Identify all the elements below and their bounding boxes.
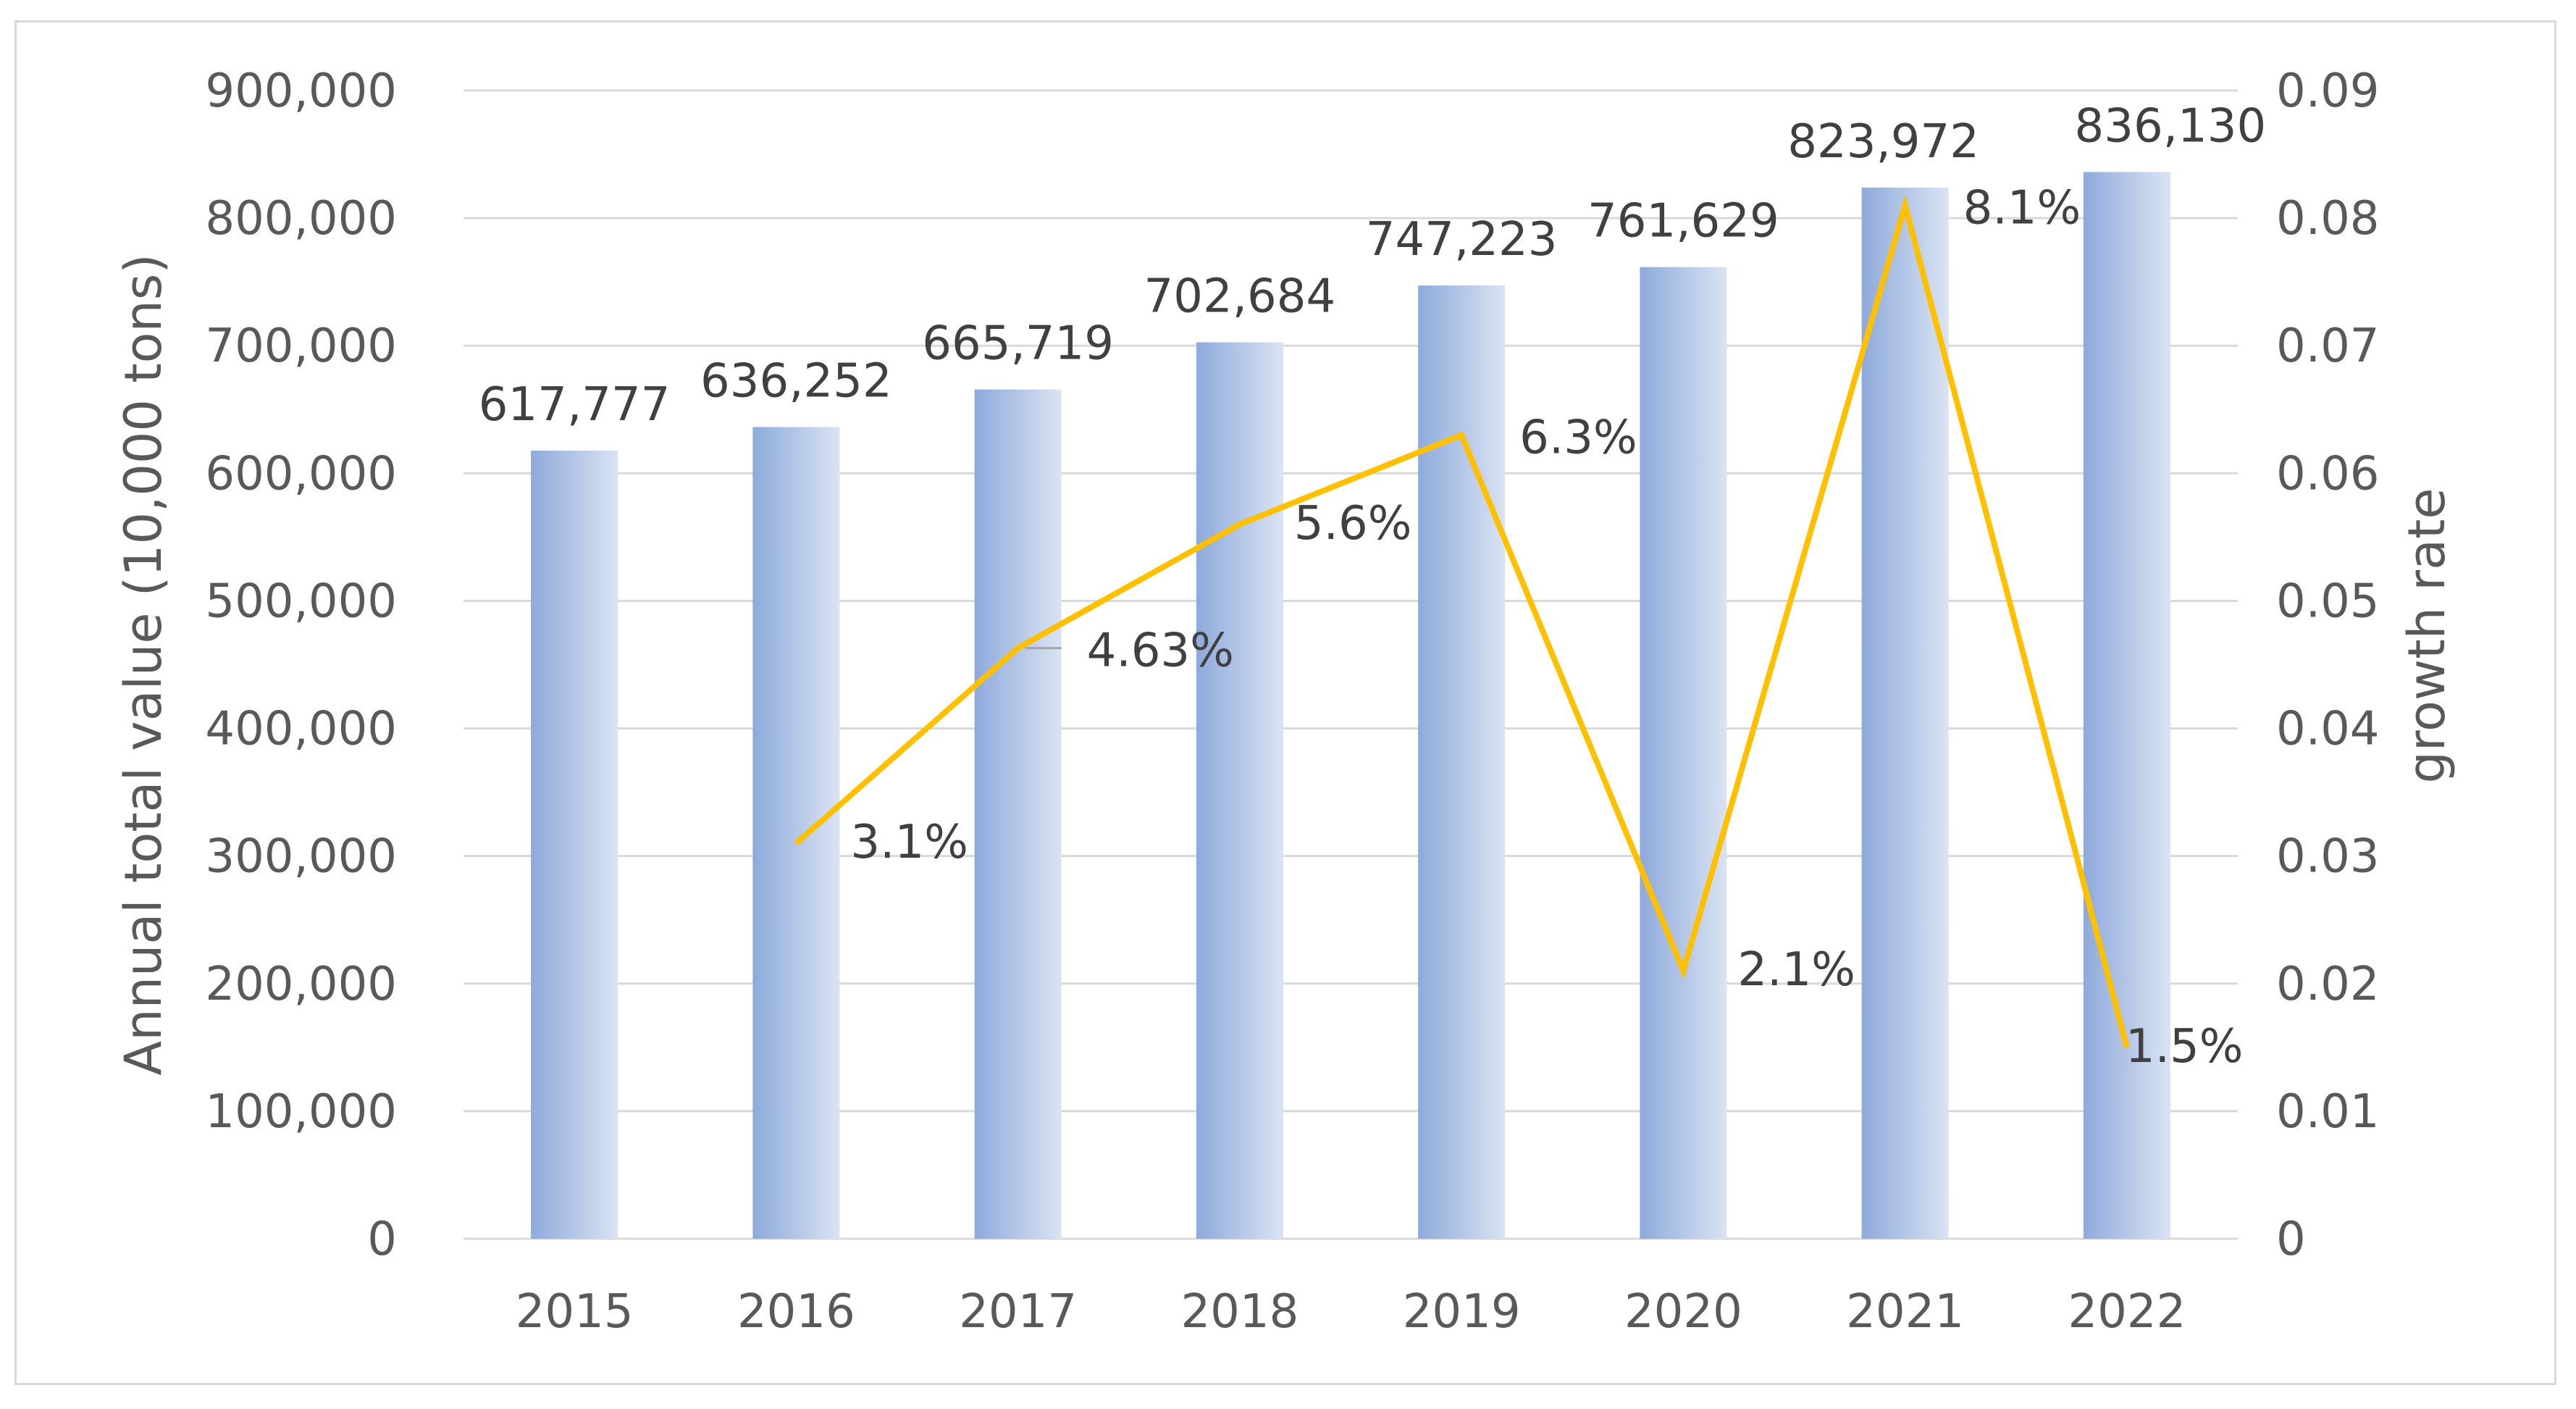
y-tick-label: 0: [367, 1213, 397, 1266]
bar-2016: [752, 427, 840, 1239]
x-tick-label: 2020: [1624, 1285, 1742, 1339]
y2-tick-label: 0.03: [2276, 830, 2380, 884]
bar-2019: [1418, 285, 1506, 1239]
bar-2021: [1861, 187, 1949, 1239]
growth-point-2020: [1682, 970, 1685, 972]
growth-point-2021: [1904, 204, 1906, 206]
growth-point-2022: [2126, 1046, 2128, 1048]
y-tick-label: 700,000: [205, 319, 397, 373]
y2-tick-label: 0.05: [2276, 574, 2380, 628]
bar-value-label: 761,629: [1587, 195, 1779, 248]
data-labels: 617,777 636,252 665,719 702,684 747,223 761,6…: [479, 99, 2266, 1073]
line-series: [794, 194, 2130, 1048]
x-tick-label: 2016: [737, 1285, 855, 1339]
y2-axis-title: growth rate: [2397, 488, 2457, 783]
y2-tick-label: 0.02: [2276, 958, 2380, 1011]
growth-point-2019: [1461, 434, 1463, 436]
bar-value-label: 836,130: [2075, 99, 2267, 153]
growth-point-2018: [1238, 523, 1241, 525]
y2-tick-label: 0.01: [2276, 1085, 2380, 1139]
bar-series: [531, 172, 2170, 1239]
y-tick-label: 400,000: [205, 703, 397, 756]
growth-value-label: 2.1%: [1737, 943, 1855, 997]
bar-value-label: 636,252: [700, 354, 892, 408]
y2-tick-label: 0.04: [2276, 703, 2380, 756]
growth-value-label: 5.6%: [1294, 497, 1412, 551]
y2-tick-label: 0.08: [2276, 192, 2380, 246]
bar-value-label: 665,719: [922, 317, 1114, 371]
bar-2018: [1196, 342, 1283, 1239]
growth-value-label: 1.5%: [2126, 1020, 2244, 1074]
y2-tick-label: 0.07: [2276, 319, 2380, 373]
growth-value-label: 6.3%: [1519, 411, 1637, 465]
y-tick-label: 500,000: [205, 574, 397, 628]
y2-tick-label: 0.09: [2276, 64, 2380, 118]
bar-2017: [974, 389, 1062, 1239]
gridlines: [463, 89, 2238, 1240]
x-tick-label: 2017: [959, 1285, 1077, 1339]
y2-tick-label: 0.06: [2276, 447, 2380, 501]
chart-border: [14, 20, 2556, 1385]
y-axis-title: Annual total value (10,000 tons): [114, 254, 173, 1075]
x-tick-label: 2015: [516, 1285, 634, 1339]
growth-value-label: 4.63%: [1087, 624, 1234, 678]
growth-value-label: 8.1%: [1963, 182, 2081, 235]
growth-value-label: 3.1%: [850, 816, 968, 869]
y2-tick-label: 0: [2276, 1213, 2306, 1266]
growth-point-2017: [1017, 647, 1019, 649]
y-tick-label: 800,000: [205, 192, 397, 246]
y-tick-label: 600,000: [205, 447, 397, 501]
axes: 0 0 100,000 0.01 200,000 0.02 300,000 0.03 400,0…: [114, 64, 2457, 1339]
bar-2022: [2083, 172, 2170, 1239]
x-tick-label: 2022: [2068, 1285, 2186, 1339]
x-tick-label: 2021: [1846, 1285, 1964, 1339]
y-tick-label: 900,000: [205, 64, 397, 118]
bar-2020: [1640, 267, 1727, 1239]
bar-value-label: 823,972: [1787, 115, 1979, 169]
bar-value-label: 617,777: [479, 378, 671, 432]
x-tick-label: 2018: [1180, 1285, 1299, 1339]
bar-value-label: 747,223: [1366, 213, 1558, 267]
bar-value-label: 702,684: [1144, 269, 1336, 323]
bar-2015: [531, 451, 618, 1239]
y-tick-label: 300,000: [205, 830, 397, 884]
y-tick-label: 200,000: [205, 958, 397, 1011]
x-tick-label: 2019: [1403, 1285, 1521, 1339]
y-tick-label: 100,000: [205, 1085, 397, 1139]
growth-point-2016: [795, 843, 797, 845]
